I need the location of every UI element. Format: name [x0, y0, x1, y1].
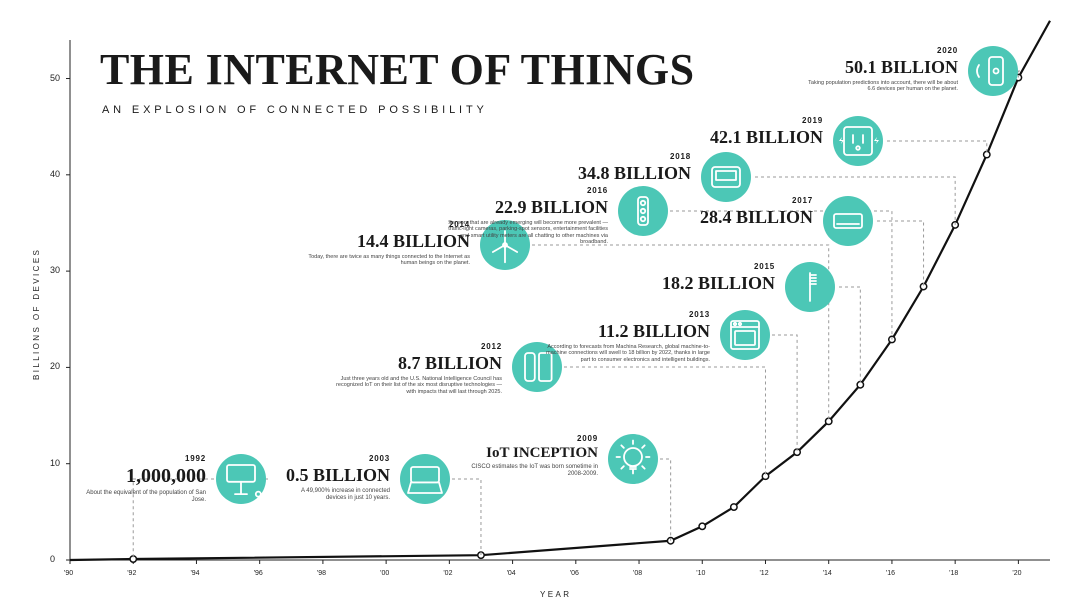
callout-2015: 2015 18.2 BILLION — [662, 262, 837, 312]
y-tick: 50 — [50, 73, 60, 83]
callout-caption: A 49,900% increase in connected devices … — [280, 488, 390, 502]
callout-value: 28.4 BILLION — [700, 207, 813, 228]
callout-value: 11.2 BILLION — [540, 321, 710, 342]
x-tick: '16 — [886, 570, 895, 577]
desktop-icon — [216, 454, 266, 504]
outlet-icon — [833, 116, 883, 166]
x-tick: '18 — [949, 570, 958, 577]
x-tick: '00 — [380, 570, 389, 577]
callout-2017: 201728.4 BILLION — [700, 196, 875, 246]
y-tick: 30 — [50, 265, 60, 275]
x-tick: '10 — [696, 570, 705, 577]
callout-1992: 1992 1,000,000 About the equivalent of the… — [86, 454, 266, 504]
callout-value: 50.1 BILLION — [808, 57, 958, 78]
callout-year: 2018 — [578, 152, 691, 161]
callout-value: 0.5 BILLION — [280, 465, 390, 486]
callout-value: 18.2 BILLION — [662, 273, 775, 294]
callout-year: 2003 — [280, 454, 390, 463]
toothbrush-icon — [785, 262, 835, 312]
callout-caption: Sensors that are already emerging will b… — [438, 220, 608, 245]
y-axis-label: BILLIONS OF DEVICES — [32, 248, 41, 380]
y-tick: 40 — [50, 169, 60, 179]
callout-caption: Today, there are twice as many things co… — [300, 254, 470, 267]
laptop-icon — [400, 454, 450, 504]
callout-caption: Taking population predictions into accou… — [808, 80, 958, 93]
oven-icon — [720, 310, 770, 360]
doorlock-icon — [968, 46, 1018, 96]
page-subtitle: AN EXPLOSION OF CONNECTED POSSIBILITY — [102, 104, 488, 116]
callout-caption: CISCO estimates the IoT was born sometim… — [468, 464, 598, 478]
callout-year: 2020 — [808, 46, 958, 55]
x-axis-label: YEAR — [540, 590, 571, 599]
callout-2009: 2009 IoT INCEPTION CISCO estimates the IoT… — [468, 434, 658, 484]
bulb-icon — [608, 434, 658, 484]
callout-year: 2015 — [662, 262, 775, 271]
callout-caption: About the equivalent of the population o… — [86, 490, 206, 504]
y-tick: 20 — [50, 361, 60, 371]
x-tick: '12 — [759, 570, 768, 577]
callout-2013: 201311.2 BILLIONAccording to forecasts f… — [540, 310, 770, 363]
callout-value: IoT INCEPTION — [468, 445, 598, 462]
callout-caption: According to forecasts from Machina Rese… — [540, 344, 710, 363]
callout-value: 42.1 BILLION — [710, 127, 823, 148]
x-tick: '90 — [64, 570, 73, 577]
callout-caption: Just three years old and the U.S. Nation… — [332, 376, 502, 395]
y-tick: 0 — [50, 554, 55, 564]
y-tick: 10 — [50, 458, 60, 468]
x-tick: '98 — [317, 570, 326, 577]
callout-value: 34.8 BILLION — [578, 163, 691, 184]
callout-2020: 2020 50.1 BILLION Taking population predic… — [808, 46, 1018, 96]
x-tick: '04 — [507, 570, 516, 577]
callout-year: 2019 — [710, 116, 823, 125]
x-tick: '20 — [1012, 570, 1021, 577]
x-tick: '02 — [443, 570, 452, 577]
callout-year: 1992 — [86, 454, 206, 463]
x-tick: '14 — [823, 570, 832, 577]
callout-2019: 2019 42.1 BILLION — [710, 116, 885, 166]
x-tick: '96 — [254, 570, 263, 577]
callout-2003: 2003 0.5 BILLION A 49,900% increase in con… — [280, 454, 450, 504]
ac-icon — [823, 196, 873, 246]
callout-value: 1,000,000 — [86, 465, 206, 488]
x-tick: '06 — [570, 570, 579, 577]
callout-value: 8.7 BILLION — [332, 353, 502, 374]
callout-year: 2009 — [468, 434, 598, 443]
callout-year: 2012 — [332, 342, 502, 351]
callout-2012: 2012 8.7 BILLION Just three years old and … — [332, 342, 562, 395]
page-title: THE INTERNET OF THINGS — [100, 44, 694, 95]
x-tick: '94 — [190, 570, 199, 577]
x-tick: '92 — [127, 570, 136, 577]
x-tick: '08 — [633, 570, 642, 577]
